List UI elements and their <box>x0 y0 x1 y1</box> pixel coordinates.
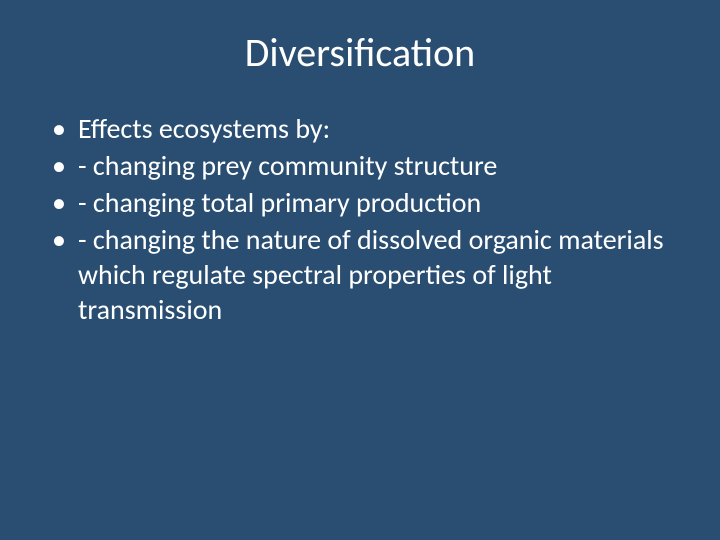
list-item: - changing total primary production <box>48 185 672 220</box>
bullet-list: Effects ecosystems by: - changing prey c… <box>48 111 672 327</box>
list-item: - changing the nature of dissolved organ… <box>48 222 672 327</box>
slide-title: Diversification <box>48 28 672 77</box>
list-item: - changing prey community structure <box>48 148 672 183</box>
list-item: Effects ecosystems by: <box>48 111 672 146</box>
slide: Diversification Effects ecosystems by: -… <box>0 0 720 540</box>
